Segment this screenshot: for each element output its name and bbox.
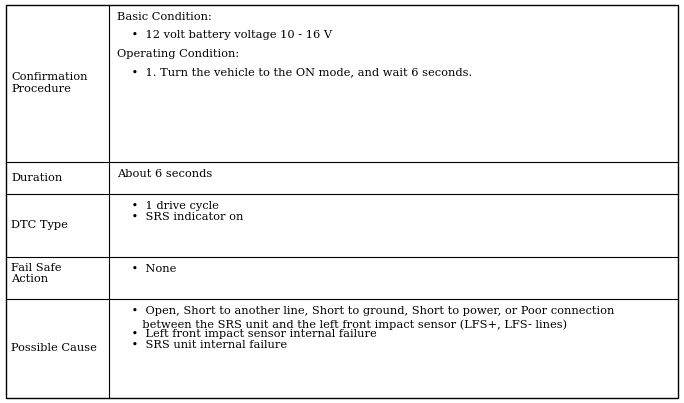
Text: Possible Cause: Possible Cause <box>11 343 97 353</box>
Text: •  None: • None <box>117 264 176 274</box>
Text: •  Left front impact sensor internal failure: • Left front impact sensor internal fail… <box>117 328 377 339</box>
Text: •  Open, Short to another line, Short to ground, Short to power, or Poor connect: • Open, Short to another line, Short to … <box>117 306 614 330</box>
Text: •  1. Turn the vehicle to the ON mode, and wait 6 seconds.: • 1. Turn the vehicle to the ON mode, an… <box>117 67 472 77</box>
Text: Duration: Duration <box>11 173 62 183</box>
Text: •  SRS indicator on: • SRS indicator on <box>117 212 244 222</box>
Text: Fail Safe
Action: Fail Safe Action <box>11 263 62 284</box>
Text: •  SRS unit internal failure: • SRS unit internal failure <box>117 340 287 350</box>
Text: Basic Condition:: Basic Condition: <box>117 12 212 22</box>
Text: •  1 drive cycle: • 1 drive cycle <box>117 201 219 211</box>
Text: Operating Condition:: Operating Condition: <box>117 49 239 58</box>
Text: DTC Type: DTC Type <box>11 220 68 230</box>
Text: •  12 volt battery voltage 10 - 16 V: • 12 volt battery voltage 10 - 16 V <box>117 30 332 40</box>
Text: Confirmation
Procedure: Confirmation Procedure <box>11 73 88 94</box>
Text: About 6 seconds: About 6 seconds <box>117 168 212 179</box>
